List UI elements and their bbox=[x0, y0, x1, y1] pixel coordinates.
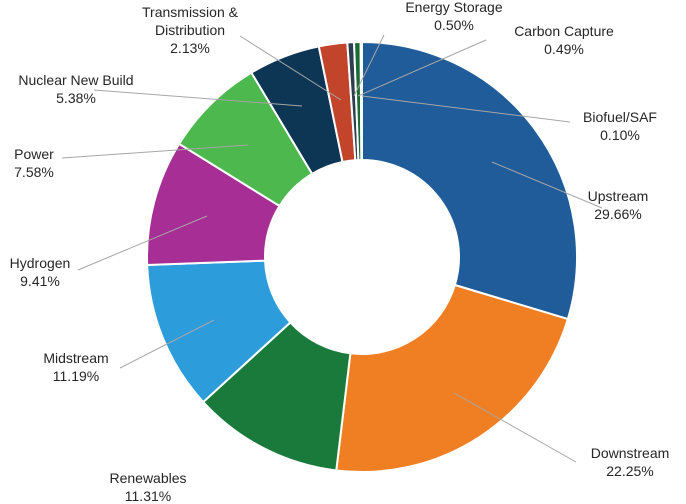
slice-percent: 11.19% bbox=[53, 368, 99, 384]
slice-name: Downstream bbox=[591, 445, 670, 461]
slice-label: Transmission & Distribution 2.13% bbox=[142, 4, 239, 56]
slice-name: Distribution bbox=[155, 22, 225, 38]
slice-name: Transmission & bbox=[142, 4, 239, 20]
leader-line bbox=[491, 161, 603, 209]
slice-name: Renewables bbox=[109, 470, 186, 486]
slice-label: Downstream 22.25% bbox=[591, 445, 670, 479]
slice-label: Nuclear New Build 5.38% bbox=[18, 72, 133, 106]
slice-label: Carbon Capture 0.49% bbox=[514, 23, 614, 57]
slice-percent: 9.41% bbox=[20, 273, 60, 289]
slice-percent: 11.31% bbox=[125, 488, 171, 504]
slice-name: Hydrogen bbox=[10, 255, 71, 271]
leader-line bbox=[61, 144, 249, 159]
slice-upstream bbox=[361, 40, 578, 321]
leader-line bbox=[353, 34, 385, 97]
slice-labels: Upstream 29.66% Downstream 22.25% Renewables… bbox=[10, 0, 670, 504]
leader-line bbox=[361, 95, 571, 123]
slice-name: Upstream bbox=[588, 188, 649, 204]
slice-label: Renewables 11.31% bbox=[109, 470, 186, 504]
leader-line bbox=[239, 35, 342, 101]
slice-percent: 2.13% bbox=[170, 40, 210, 56]
slice-percent: 0.10% bbox=[600, 127, 640, 143]
leader-line bbox=[93, 89, 303, 107]
slice-downstream bbox=[335, 283, 570, 473]
slice-percent: 7.58% bbox=[14, 164, 54, 180]
slice-biofuel-saf bbox=[359, 40, 363, 162]
slice-name: Carbon Capture bbox=[514, 23, 614, 39]
leader-line bbox=[453, 392, 577, 463]
slice-label: Energy Storage 0.50% bbox=[405, 0, 502, 33]
leader-line bbox=[357, 39, 487, 97]
donut-slices bbox=[146, 40, 578, 473]
slice-label: Midstream 11.19% bbox=[43, 350, 108, 384]
slice-percent: 0.50% bbox=[434, 17, 474, 33]
slice-label: Hydrogen 9.41% bbox=[10, 255, 71, 289]
slice-label: Power 7.58% bbox=[14, 146, 54, 180]
slice-percent: 5.38% bbox=[56, 90, 96, 106]
leader-line bbox=[119, 319, 215, 369]
slice-label: Biofuel/SAF 0.10% bbox=[583, 109, 657, 143]
slice-label: Upstream 29.66% bbox=[588, 188, 649, 222]
slice-name: Power bbox=[14, 146, 54, 162]
slice-name: Energy Storage bbox=[405, 0, 502, 15]
slice-name: Midstream bbox=[43, 350, 108, 366]
slice-name: Biofuel/SAF bbox=[583, 109, 657, 125]
slice-percent: 29.66% bbox=[594, 206, 641, 222]
leader-line bbox=[77, 215, 208, 271]
slice-percent: 0.49% bbox=[544, 41, 584, 57]
slice-percent: 22.25% bbox=[606, 463, 653, 479]
slice-name: Nuclear New Build bbox=[18, 72, 133, 88]
leader-lines bbox=[61, 34, 603, 463]
